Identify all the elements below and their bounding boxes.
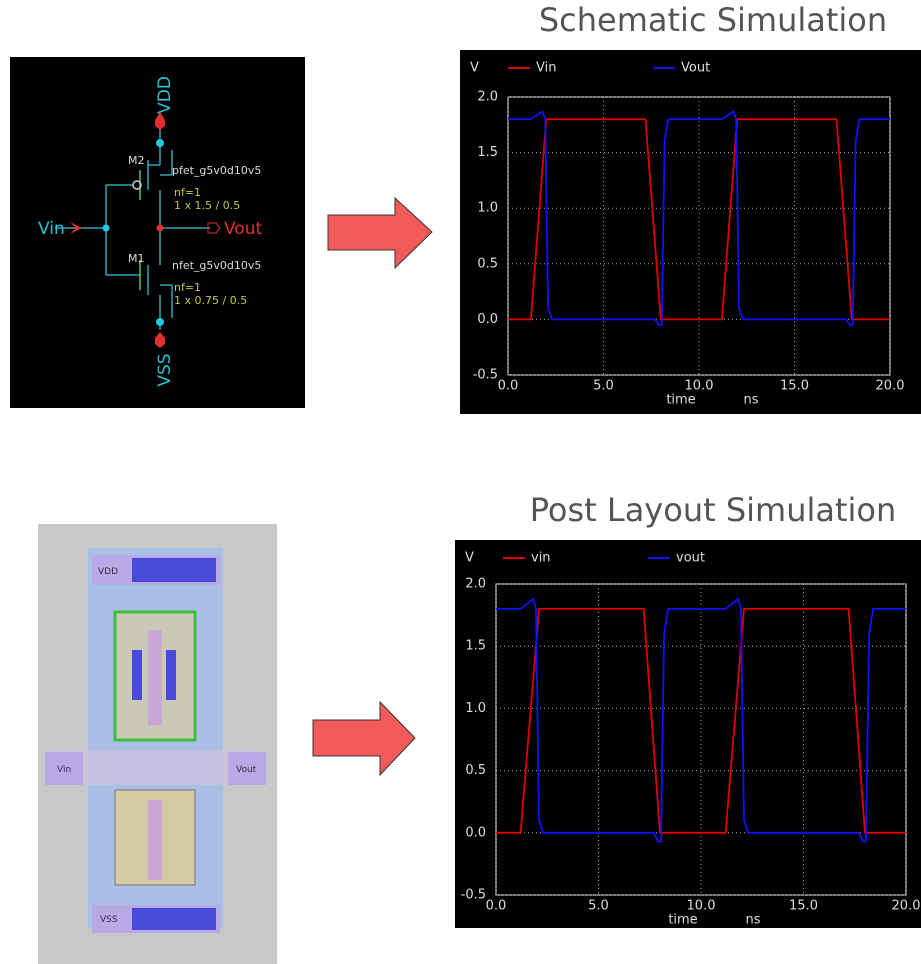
y-axis-label: V <box>470 61 479 76</box>
y-tick-label: 1.5 <box>465 639 486 654</box>
x-tick-label: 0.0 <box>498 379 519 394</box>
contact <box>166 650 176 700</box>
pfet-size: 1 x 1.5 / 0.5 <box>174 199 240 212</box>
schematic: VDD VSS Vin Vout M2 M1 pfet_g5v0d10v5 nf… <box>10 57 305 408</box>
vdd-label: VDD <box>155 76 175 114</box>
nfet-nf: nf=1 <box>174 281 201 294</box>
nmos-gate <box>148 800 162 880</box>
y-tick-label: 2.0 <box>465 577 486 592</box>
m2-label: M2 <box>128 154 145 167</box>
x-axis-label: time <box>666 393 695 408</box>
layout: VDD Vin Vout VSS <box>38 524 277 964</box>
arrow <box>328 198 432 268</box>
vout-label: Vout <box>224 219 262 239</box>
x-axis-label: time <box>668 913 697 928</box>
layout-vdd: VDD <box>98 567 118 577</box>
arrow <box>313 702 415 775</box>
vss-label: VSS <box>155 353 175 386</box>
y-tick-label: 0.0 <box>477 312 498 327</box>
layout-vss: VSS <box>100 915 118 925</box>
vdd-contacts <box>132 558 216 582</box>
vin-label: Vin <box>38 219 65 239</box>
y-tick-label: 0.5 <box>477 256 498 271</box>
x-tick-label: 10.0 <box>685 379 714 394</box>
chart-title: Post Layout Simulation <box>530 491 897 529</box>
legend-label: Vin <box>536 61 556 76</box>
y-tick-label: 1.0 <box>465 701 486 716</box>
x-tick-label: 20.0 <box>892 899 921 914</box>
legend-label: Vout <box>681 61 710 76</box>
m1-label: M1 <box>128 252 145 265</box>
x-tick-label: 5.0 <box>588 899 609 914</box>
chart-panel <box>460 50 921 414</box>
x-tick-label: 0.0 <box>486 899 507 914</box>
y-tick-label: 0.0 <box>465 825 486 840</box>
legend-label: vin <box>531 551 551 566</box>
y-tick-label: 2.0 <box>477 90 498 105</box>
x-tick-label: 15.0 <box>789 899 818 914</box>
x-tick-label: 10.0 <box>687 899 716 914</box>
contact <box>132 650 142 700</box>
legend-label: vout <box>676 551 705 566</box>
chart-title: Schematic Simulation <box>539 1 887 39</box>
slide: VDD VSS Vin Vout M2 M1 pfet_g5v0d10v5 nf… <box>0 0 921 964</box>
nfet-size: 1 x 0.75 / 0.5 <box>174 294 247 307</box>
layout-vout: Vout <box>236 765 257 775</box>
y-tick-label: 1.0 <box>477 201 498 216</box>
x-axis-unit: ns <box>743 393 758 408</box>
x-axis-unit: ns <box>745 913 760 928</box>
layout-vin: Vin <box>57 765 71 775</box>
chart-panel <box>455 540 921 928</box>
pfet-model: pfet_g5v0d10v5 <box>172 164 261 177</box>
x-tick-label: 20.0 <box>876 379 905 394</box>
x-tick-label: 5.0 <box>593 379 614 394</box>
nfet-model: nfet_g5v0d10v5 <box>172 259 261 272</box>
y-axis-label: V <box>465 551 474 566</box>
pfet-nf: nf=1 <box>174 186 201 199</box>
x-tick-label: 15.0 <box>780 379 809 394</box>
pmos-gate <box>148 630 162 725</box>
vss-contacts <box>132 908 216 930</box>
y-tick-label: -0.5 <box>473 368 498 383</box>
y-tick-label: 1.5 <box>477 145 498 160</box>
y-tick-label: 0.5 <box>465 763 486 778</box>
y-tick-label: -0.5 <box>461 888 486 903</box>
